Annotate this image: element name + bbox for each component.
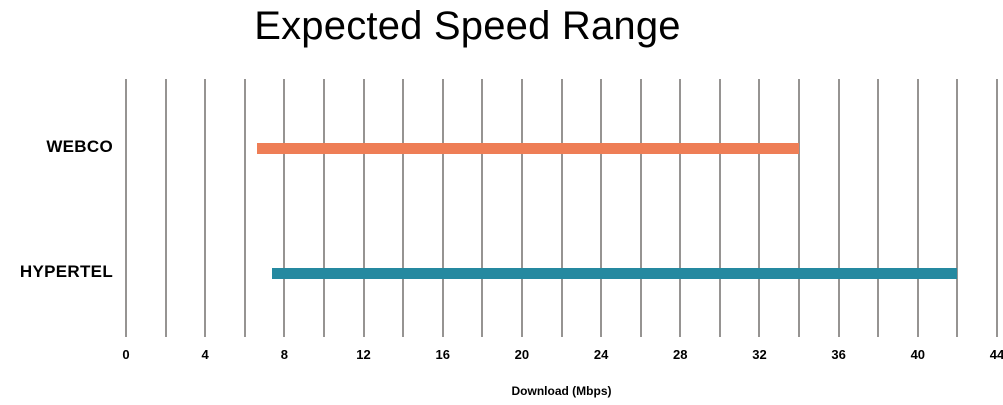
gridline (916, 79, 919, 337)
x-tick-label: 24 (593, 347, 609, 362)
gridline (164, 79, 167, 337)
gridline (283, 79, 286, 337)
range-bar-webco (256, 142, 800, 154)
category-label-hypertel: HYPERTEL (19, 262, 113, 281)
gridline (758, 79, 761, 337)
gridline (718, 79, 721, 337)
x-tick-label: 12 (356, 347, 371, 362)
gridline (639, 79, 642, 337)
gridline (956, 79, 959, 337)
x-tick-label: 16 (435, 347, 450, 362)
category-label-webco: WEBCO (46, 137, 113, 156)
gridline (996, 79, 998, 337)
x-axis-title: Download (Mbps) (511, 384, 612, 398)
x-tick-label: 32 (752, 347, 767, 362)
gridline (243, 79, 246, 337)
x-tick-label: 20 (514, 347, 530, 362)
plot-area (125, 79, 998, 337)
x-tick-label: 8 (280, 347, 288, 362)
gridline (679, 79, 682, 337)
gridline (600, 79, 603, 337)
chart-title: Expected Speed Range (254, 4, 681, 48)
x-tick-label: 0 (122, 347, 130, 362)
category-axis-labels: WEBCO HYPERTEL (0, 0, 113, 405)
gridline (560, 79, 563, 337)
x-tick-label: 36 (831, 347, 846, 362)
gridline (877, 79, 880, 337)
gridline (798, 79, 801, 337)
gridline (204, 79, 207, 337)
gridline (441, 79, 444, 337)
gridline (125, 79, 127, 337)
gridline (520, 79, 523, 337)
gridline (837, 79, 840, 337)
gridline (402, 79, 405, 337)
gridline (322, 79, 325, 337)
range-bar-hypertel (272, 267, 958, 279)
x-tick-label: 28 (673, 347, 688, 362)
x-tick-label: 4 (201, 347, 209, 362)
x-tick-label: 40 (910, 347, 926, 362)
x-tick-label: 44 (989, 347, 1003, 362)
gridline (362, 79, 365, 337)
gridline (481, 79, 484, 337)
